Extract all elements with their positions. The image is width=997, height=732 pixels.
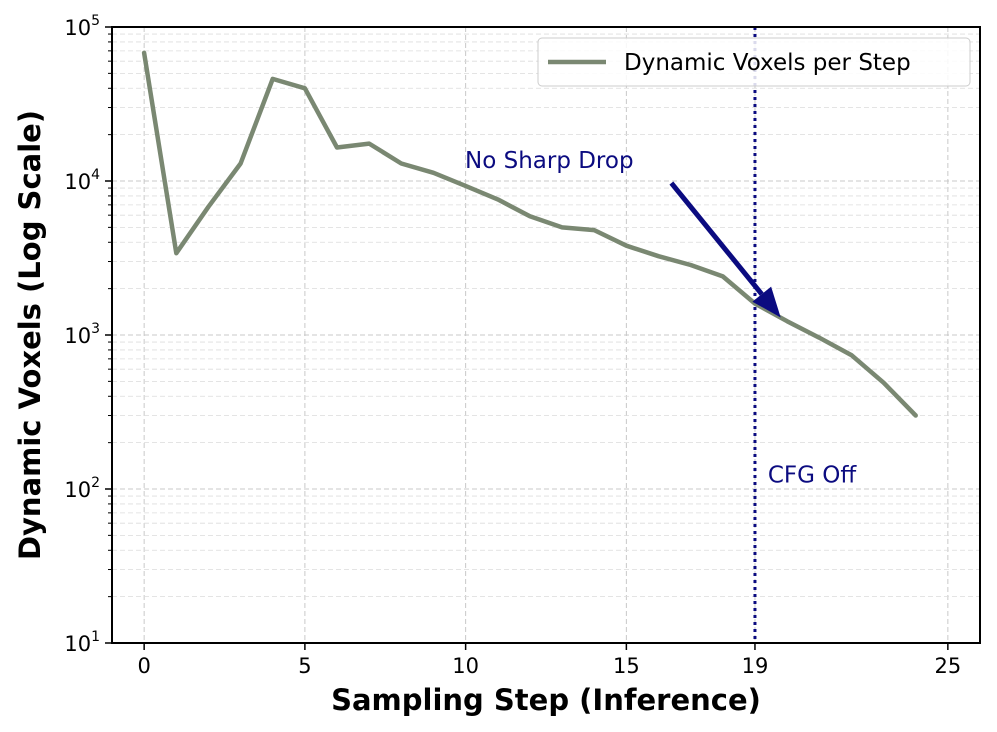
legend: Dynamic Voxels per Step <box>537 37 971 87</box>
x-axis-title: Sampling Step (Inference) <box>331 683 761 717</box>
x-tick-label: 0 <box>137 654 150 678</box>
y-tick-base: 10 <box>64 632 91 656</box>
x-tick-label: 15 <box>613 654 640 678</box>
x-tick-label: 25 <box>934 654 961 678</box>
y-tick-label: 105 <box>64 13 100 40</box>
y-tick-base: 10 <box>64 16 91 40</box>
y-tick-exponent: 3 <box>91 321 100 337</box>
annotation-arrow-shaft <box>669 181 764 296</box>
y-tick-exponent: 1 <box>91 629 100 645</box>
annotations: No Sharp Drop CFG Off <box>465 148 857 489</box>
y-tick-exponent: 4 <box>91 167 100 183</box>
y-tick-base: 10 <box>64 170 91 194</box>
y-tick-label: 104 <box>64 167 100 194</box>
x-ticks: 0 5 10 15 19 25 <box>137 643 961 678</box>
y-tick-label: 102 <box>64 475 100 502</box>
y-tick-base: 10 <box>64 324 91 348</box>
legend-box <box>537 37 971 87</box>
legend-entry-label: Dynamic Voxels per Step <box>624 50 911 76</box>
series-line-0 <box>141 50 918 418</box>
y-tick-exponent: 5 <box>91 13 100 29</box>
y-tick-label: 101 <box>64 629 100 656</box>
y-axis-title: Dynamic Voxels (Log Scale) <box>13 110 47 560</box>
annotation-cfg-off: CFG Off <box>768 463 858 489</box>
grid <box>112 27 980 644</box>
y-tick-exponent: 2 <box>91 475 100 491</box>
y-tick-base: 10 <box>64 478 91 502</box>
y-tick-label: 103 <box>64 321 100 348</box>
x-tick-label: 10 <box>452 654 479 678</box>
x-tick-label: 19 <box>742 654 769 678</box>
series-layer <box>141 50 918 418</box>
x-tick-label: 5 <box>298 654 311 678</box>
annotation-no-sharp-drop: No Sharp Drop <box>465 148 634 174</box>
annotation-arrow-head <box>752 286 781 318</box>
